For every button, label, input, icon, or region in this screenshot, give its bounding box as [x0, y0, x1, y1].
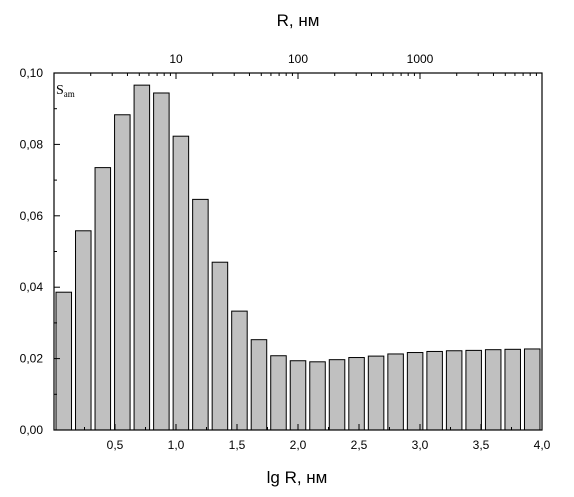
bar — [153, 92, 170, 431]
bar — [289, 360, 307, 431]
bar — [348, 357, 365, 431]
x-tick-label: 0,5 — [107, 438, 124, 452]
bar — [211, 261, 229, 431]
bar — [445, 350, 463, 431]
bar — [94, 167, 112, 431]
y-tick-label: 0,00 — [20, 423, 44, 437]
bar — [114, 114, 131, 431]
x2-tick-label: 100 — [288, 52, 308, 66]
x-tick-label: 2,0 — [290, 438, 307, 452]
x-axis-title: lg R, нм — [267, 468, 328, 487]
bar — [231, 310, 248, 431]
x-tick-label: 3,0 — [412, 438, 429, 452]
y-axis-title-main: S — [56, 83, 64, 98]
bar — [465, 349, 482, 431]
y-tick-label: 0,10 — [20, 66, 44, 80]
y-tick-label: 0,06 — [20, 209, 44, 223]
bar — [367, 355, 385, 431]
y-tick-label: 0,08 — [20, 137, 44, 151]
x-tick-label: 1,5 — [229, 438, 246, 452]
bars-group — [55, 84, 541, 431]
x-tick-label: 3,5 — [473, 438, 490, 452]
x-tick-label: 4,0 — [534, 438, 551, 452]
bar — [133, 84, 151, 431]
bar — [504, 348, 521, 431]
bar — [55, 291, 73, 431]
y-axis-title-subscript: am — [64, 89, 75, 99]
bar — [426, 350, 443, 431]
x2-tick-label: 10 — [169, 52, 183, 66]
bar — [406, 352, 424, 431]
bar — [387, 353, 404, 431]
bar — [328, 359, 346, 431]
y-axis-title: Sam — [56, 83, 75, 99]
bar — [75, 230, 92, 431]
bar — [484, 349, 502, 431]
x2-tick-label: 1000 — [407, 52, 434, 66]
bar — [192, 198, 209, 431]
y-tick-label: 0,04 — [20, 280, 44, 294]
bar — [172, 135, 190, 431]
x-tick-label: 2,5 — [351, 438, 368, 452]
bar — [309, 361, 326, 431]
bar — [250, 339, 268, 431]
ticks-group: 0,5 1,0 1,5 2,0 2,5 3,0 3,5 4,0 0,00 0,02 0,04 0,06… — [20, 52, 551, 452]
bar — [523, 348, 541, 431]
x2-axis-title: R, нм — [277, 11, 320, 30]
bar — [270, 355, 287, 431]
y-tick-label: 0,02 — [20, 352, 44, 366]
x-tick-label: 1,0 — [168, 438, 185, 452]
